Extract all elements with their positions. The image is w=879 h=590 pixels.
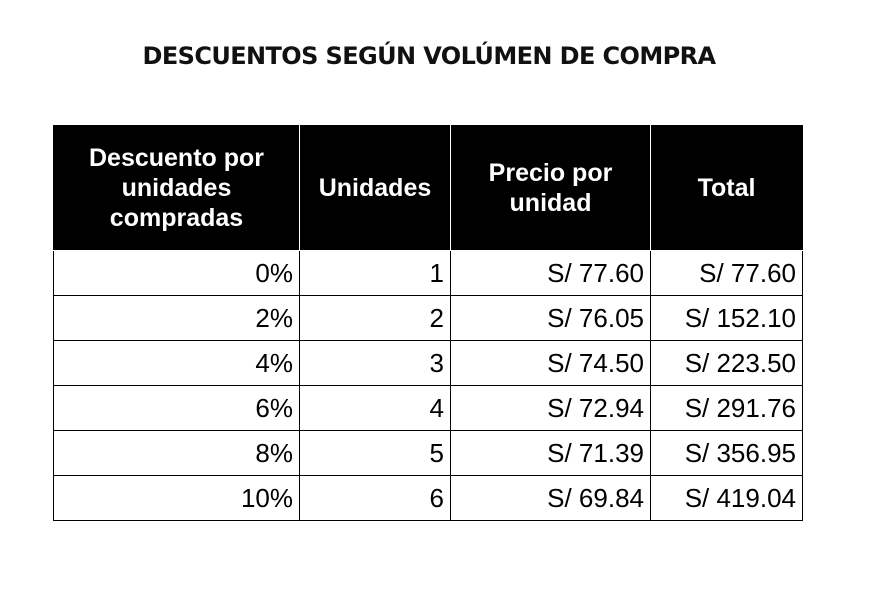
cell-total: S/ 356.95 — [650, 430, 803, 476]
page-title: DESCUENTOS SEGÚN VOLÚMEN DE COMPRA — [142, 42, 717, 70]
table-row: 2% 2 S/ 76.05 S/ 152.10 — [53, 295, 803, 341]
header-units: Unidades — [299, 125, 451, 251]
cell-unit-price: S/ 77.60 — [450, 250, 651, 296]
cell-units: 3 — [299, 340, 451, 386]
cell-discount: 10% — [53, 475, 300, 521]
header-unit-price: Precio por unidad — [450, 125, 651, 251]
cell-units: 6 — [299, 475, 451, 521]
cell-total: S/ 152.10 — [650, 295, 803, 341]
table-row: 6% 4 S/ 72.94 S/ 291.76 — [53, 385, 803, 431]
header-total: Total — [650, 125, 803, 251]
cell-total: S/ 291.76 — [650, 385, 803, 431]
cell-discount: 0% — [53, 250, 300, 296]
cell-unit-price: S/ 69.84 — [450, 475, 651, 521]
table-header-row: Descuento por unidades compradas Unidade… — [53, 125, 803, 251]
cell-units: 2 — [299, 295, 451, 341]
cell-unit-price: S/ 71.39 — [450, 430, 651, 476]
cell-discount: 2% — [53, 295, 300, 341]
cell-total: S/ 77.60 — [650, 250, 803, 296]
cell-discount: 8% — [53, 430, 300, 476]
cell-total: S/ 419.04 — [650, 475, 803, 521]
cell-unit-price: S/ 76.05 — [450, 295, 651, 341]
header-discount: Descuento por unidades compradas — [53, 125, 300, 251]
cell-units: 1 — [299, 250, 451, 296]
table-row: 10% 6 S/ 69.84 S/ 419.04 — [53, 475, 803, 521]
cell-unit-price: S/ 72.94 — [450, 385, 651, 431]
cell-unit-price: S/ 74.50 — [450, 340, 651, 386]
cell-total: S/ 223.50 — [650, 340, 803, 386]
discount-table: Descuento por unidades compradas Unidade… — [53, 125, 803, 521]
table-row: 8% 5 S/ 71.39 S/ 356.95 — [53, 430, 803, 476]
cell-units: 5 — [299, 430, 451, 476]
cell-discount: 4% — [53, 340, 300, 386]
cell-discount: 6% — [53, 385, 300, 431]
cell-units: 4 — [299, 385, 451, 431]
table-row: 0% 1 S/ 77.60 S/ 77.60 — [53, 250, 803, 296]
table-row: 4% 3 S/ 74.50 S/ 223.50 — [53, 340, 803, 386]
